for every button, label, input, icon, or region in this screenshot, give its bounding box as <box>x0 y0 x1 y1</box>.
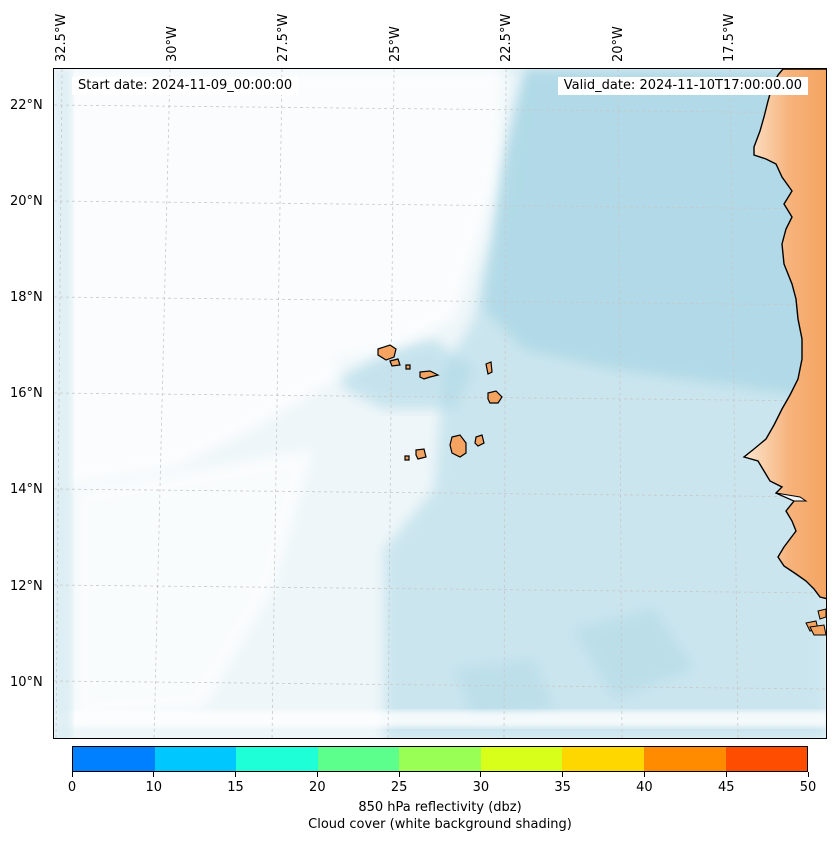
island-boa-vista <box>487 390 503 404</box>
colorbar-tick-label: 50 <box>799 780 817 795</box>
colorbar-label-reflectivity: 850 hPa reflectivity (dbz) <box>358 800 522 815</box>
colorbar-tick-label: 45 <box>717 780 735 795</box>
bijagos-island-2 <box>809 624 826 636</box>
africa-landmass <box>742 69 826 600</box>
colorbar-tick-mark <box>807 772 809 777</box>
colorbar-tick-label: 0 <box>67 780 77 795</box>
lat-label-10n: 10°N <box>10 675 43 690</box>
lon-label-30w: 30°W <box>165 26 180 62</box>
lat-label-22n: 22°N <box>10 98 43 113</box>
island-sal <box>485 361 493 375</box>
colorbar-segment-1 <box>154 747 237 771</box>
lon-label-25w: 25°W <box>388 26 403 62</box>
colorbar-segment-8 <box>725 747 808 771</box>
lat-label-20n: 20°N <box>10 194 43 209</box>
lon-label-32-5w: 32.5°W <box>54 13 69 62</box>
lat-label-18n: 18°N <box>10 290 43 305</box>
colorbar-segment-5 <box>480 747 563 771</box>
reflectivity-colorbar <box>72 746 808 772</box>
island-santiago <box>449 434 467 458</box>
lon-label-27-5w: 27.5°W <box>276 13 291 62</box>
valid-date-label: Valid_date: 2024-11-10T17:00:00.00 <box>557 77 808 95</box>
island-fogo <box>415 448 427 460</box>
lon-label-17-5w: 17.5°W <box>722 13 737 62</box>
colorbar-tick-mark <box>398 772 400 777</box>
lat-label-14n: 14°N <box>10 482 43 497</box>
island-maio <box>474 434 485 447</box>
island-santo-antao <box>377 344 397 361</box>
map-canvas[interactable] <box>54 69 827 739</box>
colorbar-segment-4 <box>399 747 481 771</box>
gridlines <box>54 69 826 738</box>
lon-label-22-5w: 22.5°W <box>499 13 514 62</box>
colorbar-tick-label: 15 <box>227 780 244 795</box>
colorbar-tick-label: 35 <box>554 780 571 795</box>
colorbar-tick-mark <box>562 772 564 777</box>
island-sao-nicolau <box>419 370 440 380</box>
colorbar-tick-label: 20 <box>309 780 326 795</box>
colorbar-segment-3 <box>317 747 400 771</box>
island-brava <box>404 455 410 461</box>
colorbar-tick-label: 25 <box>390 780 408 795</box>
bijagos-island-3 <box>817 608 826 620</box>
colorbar-tick-mark <box>643 772 645 777</box>
colorbar-segment-2 <box>236 747 318 771</box>
island-sao-vicente <box>389 358 401 367</box>
map-panel[interactable]: Start date: 2024-11-09_00:00:00 Valid_da… <box>53 68 827 739</box>
colorbar-tick-mark <box>235 772 237 777</box>
colorbar-segment-0 <box>73 747 155 771</box>
island-santa-luzia <box>405 364 411 370</box>
lat-label-16n: 16°N <box>10 386 43 401</box>
cloud-cover-shading <box>54 69 826 738</box>
colorbar-tick-label: 10 <box>145 780 163 795</box>
colorbar-tick-mark <box>153 772 155 777</box>
colorbar-tick-label: 30 <box>472 780 490 795</box>
colorbar-tick-label: 40 <box>636 780 653 795</box>
colorbar-tick-mark <box>480 772 482 777</box>
colorbar-tick-mark <box>316 772 318 777</box>
colorbar-segment-7 <box>643 747 726 771</box>
colorbar-label-cloud: Cloud cover (white background shading) <box>308 817 572 832</box>
lon-label-20w: 20°W <box>611 26 626 62</box>
cape-verde-islands <box>377 344 503 461</box>
colorbar-segment-6 <box>562 747 644 771</box>
lat-label-12n: 12°N <box>10 579 43 594</box>
gambia-river-inlet <box>775 492 808 502</box>
start-date-label: Start date: 2024-11-09_00:00:00 <box>72 77 299 95</box>
colorbar-tick-mark <box>725 772 727 777</box>
colorbar-tick-mark <box>71 772 73 777</box>
